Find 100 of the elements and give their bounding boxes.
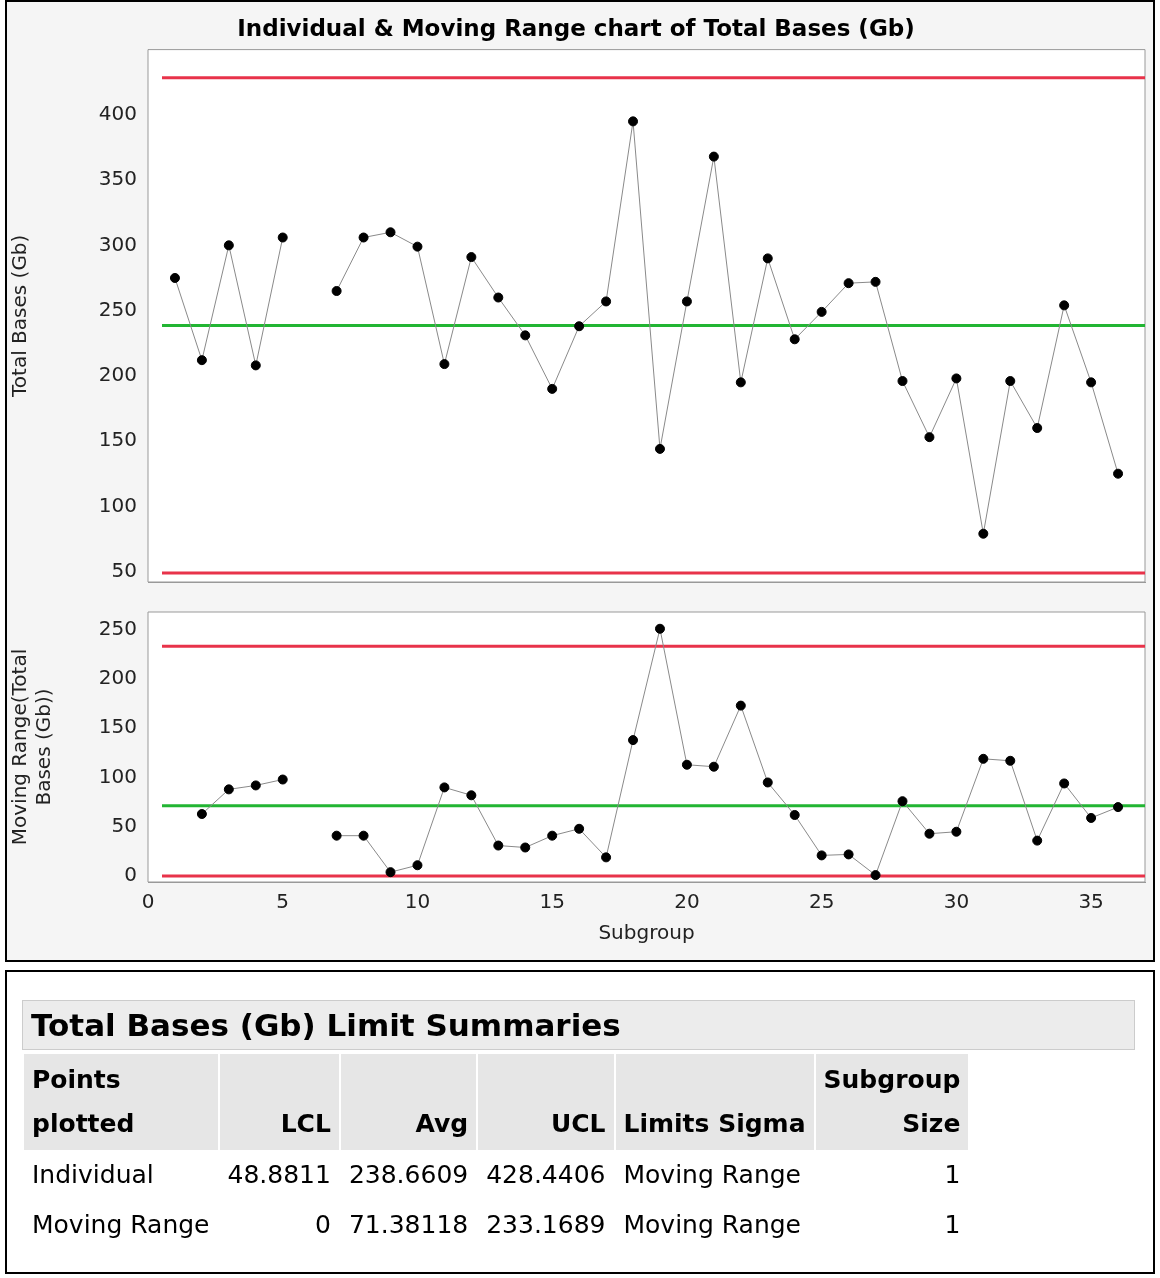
point: [762, 253, 773, 264]
point: [196, 355, 207, 366]
x-tick-label: 15: [539, 889, 565, 914]
point: [250, 360, 261, 371]
point: [924, 432, 935, 443]
point: [951, 373, 962, 384]
text: Moving Range: [31, 1209, 211, 1241]
point: [520, 842, 531, 853]
point: [574, 823, 585, 834]
point: [735, 377, 746, 388]
point: [978, 753, 989, 764]
point: [708, 761, 719, 772]
point: [385, 867, 396, 878]
point: [1005, 755, 1016, 766]
category-label: Subgroup Size: [815, 1054, 969, 1150]
point: [735, 700, 746, 711]
point: [223, 240, 234, 251]
text: 1: [943, 1159, 962, 1191]
x-tick-label: 30: [943, 889, 970, 914]
point: [385, 227, 396, 238]
point: [1086, 812, 1097, 823]
point: [789, 809, 800, 820]
point: [547, 830, 558, 841]
point: [493, 292, 504, 303]
point: [223, 784, 234, 795]
point: [331, 830, 342, 841]
point: [466, 252, 477, 263]
point: [439, 782, 450, 793]
point: [1086, 377, 1097, 388]
point: [250, 780, 261, 791]
point: [1005, 376, 1016, 387]
point: [601, 852, 612, 863]
text: 0: [314, 1209, 332, 1241]
x-tick-label: 5: [276, 889, 290, 914]
text: 48.8811: [226, 1159, 332, 1191]
point: [169, 272, 180, 283]
y-tick-label: 400: [98, 101, 137, 126]
point: [277, 232, 288, 243]
point: [196, 809, 207, 820]
point: [654, 443, 665, 454]
category-label: Points plotted: [24, 1054, 218, 1150]
y-tick-label: 100: [98, 763, 137, 788]
point: [331, 286, 342, 297]
point: [816, 306, 827, 317]
point: [520, 330, 531, 341]
point: [1059, 300, 1070, 311]
point: [681, 296, 692, 307]
point: [681, 759, 692, 770]
point: [277, 774, 288, 785]
y-tick-label: 300: [98, 231, 137, 256]
text: Moving Range: [622, 1159, 802, 1191]
point: [762, 777, 773, 788]
point: [547, 383, 558, 394]
point: [466, 790, 477, 801]
x-tick-label: 20: [674, 889, 700, 914]
point: [412, 241, 423, 252]
point: [951, 826, 962, 837]
y-tick-label: 50: [111, 813, 137, 838]
text: Moving Range: [622, 1209, 802, 1241]
chart-title: Individual & Moving Range chart of Total Bases (Gb): [237, 14, 915, 41]
point: [654, 623, 665, 634]
x-tick-label: 0: [141, 889, 155, 914]
x-tick-label: 35: [1078, 889, 1104, 914]
point: [601, 296, 612, 307]
point: [358, 830, 369, 841]
point: [897, 376, 908, 387]
point: [1032, 423, 1043, 434]
point: [628, 735, 639, 746]
point: [358, 232, 369, 243]
point: [924, 828, 935, 839]
point: [708, 151, 719, 162]
y-axis-title: Moving Range(Total Bases (Gb)): [7, 648, 56, 846]
point: [870, 870, 881, 881]
y-tick-label: 100: [98, 492, 137, 517]
text: 1: [943, 1209, 962, 1241]
y-tick-label: 150: [98, 714, 137, 739]
y-tick-label: 150: [98, 427, 137, 452]
point: [628, 116, 639, 127]
point: [1059, 778, 1070, 789]
y-tick-label: 0: [124, 862, 137, 887]
y-tick-label: 200: [98, 665, 137, 690]
point: [1032, 835, 1043, 846]
point: [978, 528, 989, 539]
point: [439, 359, 450, 370]
point: [843, 849, 854, 860]
point: [1113, 468, 1124, 479]
y-axis-title: Total Bases (Gb): [7, 234, 32, 398]
text: 238.6609: [347, 1159, 470, 1191]
y-tick-label: 200: [98, 362, 137, 387]
x-tick-label: 25: [808, 889, 835, 914]
point: [843, 278, 854, 289]
x-tick-label: 10: [404, 889, 431, 914]
point: [1113, 802, 1124, 813]
y-tick-label: 250: [98, 296, 137, 321]
text: Total Bases (Gb) Limit Summaries: [22, 1000, 1135, 1050]
category-label: Limits Sigma: [615, 1054, 814, 1150]
point: [574, 321, 585, 332]
x-axis-title: Subgroup: [598, 920, 695, 945]
text: 428.4406: [485, 1159, 607, 1191]
category-label: Avg: [340, 1054, 477, 1150]
